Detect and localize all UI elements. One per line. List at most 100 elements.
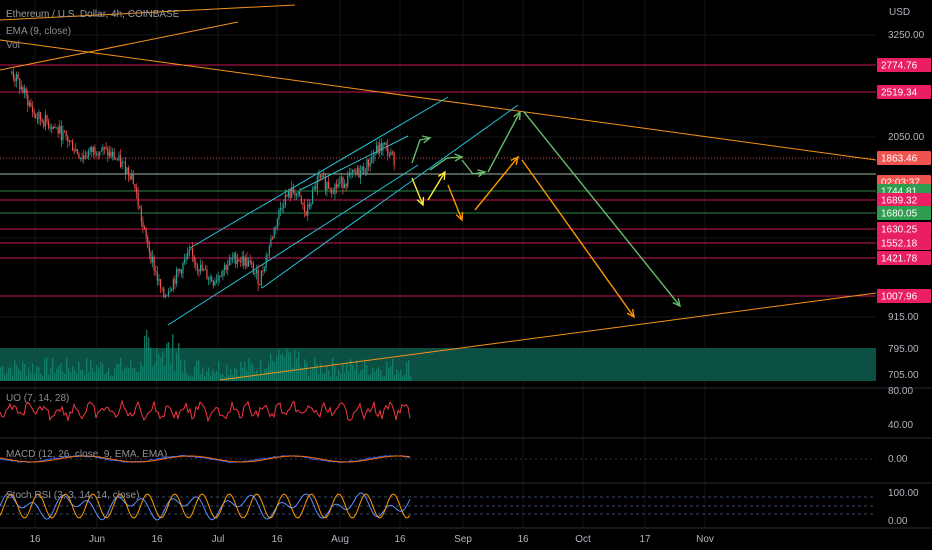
volume-bar xyxy=(92,367,94,381)
volume-bar xyxy=(162,352,164,381)
candle-body xyxy=(182,262,184,274)
candle-body xyxy=(150,252,152,263)
volume-bar xyxy=(166,343,168,381)
candle-body xyxy=(171,288,173,291)
volume-bar xyxy=(96,364,98,381)
volume-bar xyxy=(242,367,244,381)
candle-body xyxy=(79,158,82,159)
candle-body xyxy=(286,195,288,197)
volume-bar xyxy=(128,368,130,381)
volume-bar xyxy=(302,368,304,381)
volume-bar xyxy=(76,373,78,381)
volume-bar xyxy=(262,374,264,381)
candle-body xyxy=(174,279,176,284)
bullish-arrow-head xyxy=(672,298,682,308)
macd-tick: 0.00 xyxy=(888,454,908,465)
volume-legend: Vol xyxy=(6,40,20,51)
candle-body xyxy=(179,269,181,272)
candle-body xyxy=(103,147,106,149)
volume-bar xyxy=(316,363,318,381)
volume-bar xyxy=(168,341,170,381)
candle-body xyxy=(305,211,307,216)
volume-bar xyxy=(328,370,330,381)
candle-body xyxy=(294,192,296,196)
candle-body xyxy=(251,262,253,264)
volume-bars xyxy=(0,329,876,381)
volume-bar xyxy=(310,369,312,381)
candle-body xyxy=(278,209,280,220)
candle-body xyxy=(20,87,22,90)
time-tick: Sep xyxy=(454,534,472,545)
volume-bar xyxy=(400,369,402,381)
price-label-bg xyxy=(877,151,931,165)
volume-bar xyxy=(356,360,358,381)
candle-body xyxy=(46,115,48,122)
volume-bar xyxy=(322,373,324,381)
volume-bar xyxy=(176,352,178,381)
candle-body xyxy=(324,176,326,191)
candle-body xyxy=(191,248,194,256)
candle-body xyxy=(271,238,274,240)
candle-body xyxy=(159,279,162,288)
candle-body xyxy=(161,287,163,289)
bullish-arrow xyxy=(523,111,681,307)
candle-body xyxy=(44,115,46,127)
candle-body xyxy=(43,121,45,127)
candle-body xyxy=(115,159,117,161)
bullish-arrow-head xyxy=(513,110,521,121)
volume-bar xyxy=(106,372,108,381)
candle-body xyxy=(105,148,107,149)
volume-bar xyxy=(198,360,200,381)
candle-body xyxy=(139,205,141,209)
volume-bar xyxy=(30,372,32,381)
uo-label: UO (7, 14, 28) xyxy=(6,393,69,404)
candle-body xyxy=(39,112,42,120)
volume-bar xyxy=(42,375,44,381)
volume-bar xyxy=(84,375,86,381)
volume-bar xyxy=(150,347,152,381)
volume-bar xyxy=(138,372,140,381)
candle-body xyxy=(134,184,136,188)
volume-bar xyxy=(352,365,354,381)
volume-bar xyxy=(156,348,158,381)
candle-body xyxy=(163,288,165,298)
volume-bar xyxy=(378,366,380,381)
candle-body xyxy=(204,269,206,271)
candle-body xyxy=(219,275,221,277)
candle-body xyxy=(97,153,99,156)
volume-bar xyxy=(364,359,366,381)
bullish-arrow xyxy=(461,159,486,175)
candle-body xyxy=(353,169,355,172)
price-label-text: 2519.34 xyxy=(881,88,918,99)
price-label-bg xyxy=(877,222,931,236)
bullish-arrow xyxy=(411,137,431,164)
bearish-arrow xyxy=(474,156,519,211)
candle-body xyxy=(239,261,242,262)
volume-bar xyxy=(154,363,156,381)
bearish-arrow xyxy=(521,159,635,318)
candle-body xyxy=(11,71,13,73)
candle-body xyxy=(209,277,211,280)
volume-bar xyxy=(102,363,104,381)
candle-body xyxy=(331,189,333,194)
candle-body xyxy=(212,281,214,286)
time-tick: 16 xyxy=(151,534,163,545)
volume-bar xyxy=(148,337,150,381)
volume-bar xyxy=(160,357,162,381)
volume-bar xyxy=(38,367,40,381)
bullish-arrow-head xyxy=(454,153,464,162)
candle-body xyxy=(94,147,96,155)
volume-bar xyxy=(388,367,390,381)
volume-bar xyxy=(152,366,154,381)
volume-bar xyxy=(134,368,136,381)
candle-body xyxy=(68,140,70,142)
candle-body xyxy=(175,269,178,284)
candle-body xyxy=(340,176,342,183)
candle-body xyxy=(241,256,243,262)
candle-body xyxy=(148,246,150,253)
candle-body xyxy=(38,112,40,119)
candle-body xyxy=(343,184,346,189)
candle-body xyxy=(60,126,62,141)
candle-body xyxy=(276,219,278,228)
